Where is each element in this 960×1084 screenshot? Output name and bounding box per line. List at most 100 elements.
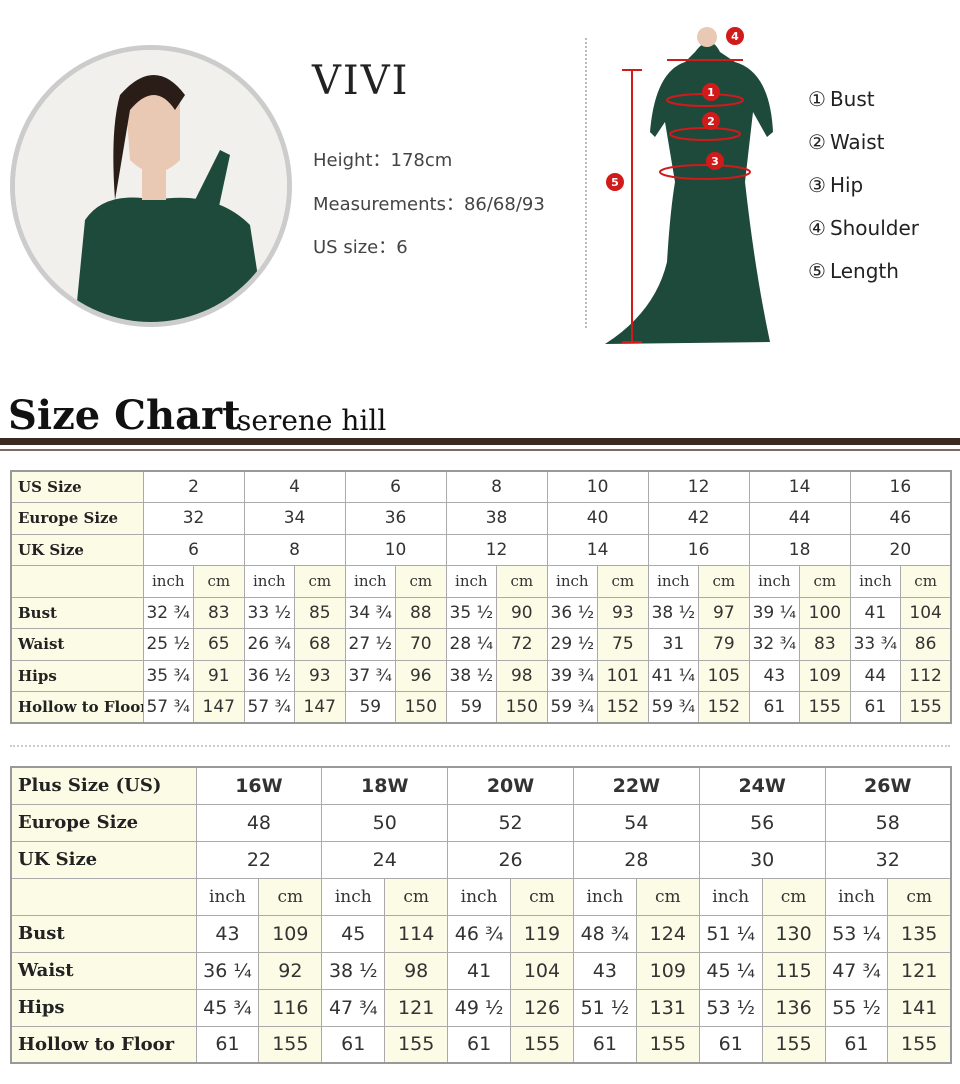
cm-cell: 88: [395, 596, 447, 629]
inch-cell: 27 ½: [344, 628, 397, 661]
measurement-row: Bust 32 ¾ 83 33 ½ 85 34 ¾ 88 35 ½ 90 36 ½ 93 38 ½ 97…: [10, 596, 952, 629]
inch-cell: 33 ¾: [849, 628, 902, 661]
size-cell: 58: [824, 803, 952, 842]
size-row: US Size 2 4 6 8 10 12 14 16: [10, 470, 952, 503]
size-cell: 14: [546, 533, 649, 566]
inch-cell: 59: [445, 691, 498, 724]
size-row: UK Size 6 8 10 12 14 16 18 20: [10, 533, 952, 566]
cm-cell: 119: [510, 914, 574, 953]
size-cell: 24: [321, 840, 449, 879]
cm-cell: 155: [900, 691, 952, 724]
svg-text:3: 3: [711, 155, 719, 168]
cm-cell: 136: [761, 988, 826, 1027]
row-label: Waist: [10, 628, 144, 661]
cm-cell: 155: [258, 1025, 323, 1064]
dress-measurement-diagram: 1 2 3 4 5: [605, 27, 773, 344]
model-photo: [10, 45, 292, 327]
legend-waist: ② Waist: [808, 130, 885, 154]
legend-hip: ③ Hip: [808, 173, 864, 197]
cm-cell: 98: [496, 659, 548, 692]
cm-cell: 91: [193, 659, 245, 692]
size-cell: 20: [849, 533, 952, 566]
unit-cm: cm: [635, 877, 700, 916]
cm-cell: 135: [887, 914, 952, 953]
row-label: Bust: [10, 596, 144, 629]
cm-cell: 155: [761, 1025, 826, 1064]
size-cell: 30: [698, 840, 826, 879]
size-cell: 16: [849, 470, 952, 503]
unit-inch: inch: [698, 877, 763, 916]
size-cell: 4: [243, 470, 346, 503]
inch-cell: 48 ¾: [572, 914, 637, 953]
cm-cell: 155: [887, 1025, 952, 1064]
unit-cm: cm: [384, 877, 449, 916]
cm-cell: 79: [698, 628, 750, 661]
row-label: Hollow to Floor: [10, 691, 144, 724]
inch-cell: 59 ¾: [647, 691, 700, 724]
inch-cell: 36 ½: [546, 596, 599, 629]
cm-cell: 131: [635, 988, 700, 1027]
cm-cell: 90: [496, 596, 548, 629]
size-cell: 52: [447, 803, 574, 842]
inch-cell: 33 ½: [243, 596, 296, 629]
size-row: UK Size 22 24 26 28 30 32: [10, 840, 952, 879]
inch-cell: 39 ¾: [546, 659, 599, 692]
marker-shoulder: [726, 27, 744, 45]
size-cell: 32: [824, 840, 952, 879]
row-label: Waist: [10, 951, 197, 990]
unit-cm: cm: [698, 565, 750, 598]
inch-cell: 41 ¼: [647, 659, 700, 692]
cm-cell: 121: [384, 988, 449, 1027]
cm-cell: 150: [395, 691, 447, 724]
inch-cell: 51 ½: [572, 988, 637, 1027]
unit-inch: inch: [647, 565, 700, 598]
unit-inch: inch: [748, 565, 801, 598]
inch-cell: 38 ½: [647, 596, 700, 629]
cm-cell: 121: [887, 951, 952, 990]
unit-inch: inch: [572, 877, 637, 916]
inch-cell: 59 ¾: [546, 691, 599, 724]
measurement-row: Hips 45 ¾ 116 47 ¾ 121 49 ½ 126 51 ½ 131 53 ½ 136 5…: [10, 988, 952, 1027]
unit-inch: inch: [824, 877, 889, 916]
cm-cell: 83: [193, 596, 245, 629]
inch-cell: 61: [849, 691, 902, 724]
divider: [585, 38, 587, 328]
unit-cm: cm: [887, 877, 952, 916]
cm-cell: 92: [258, 951, 323, 990]
size-cell: 6: [344, 470, 447, 503]
inch-cell: 61: [321, 1025, 386, 1064]
inch-cell: 61: [195, 1025, 260, 1064]
inch-cell: 61: [698, 1025, 763, 1064]
size-cell: 8: [445, 470, 548, 503]
unit-inch: inch: [243, 565, 296, 598]
unit-inch: inch: [321, 877, 386, 916]
size-cell: 36: [344, 502, 447, 535]
header-rule: [0, 438, 960, 445]
size-cell: 18W: [321, 766, 449, 805]
row-label: Europe Size: [10, 803, 197, 842]
inch-cell: 49 ½: [447, 988, 512, 1027]
cm-cell: 93: [294, 659, 346, 692]
cm-cell: 114: [384, 914, 449, 953]
marker-waist: [702, 112, 720, 130]
row-label: Hips: [10, 988, 197, 1027]
unit-inch: inch: [849, 565, 902, 598]
page-title: Size Chart: [8, 392, 241, 439]
inch-cell: 35 ½: [445, 596, 498, 629]
cm-cell: 104: [510, 951, 574, 990]
cm-cell: 155: [510, 1025, 574, 1064]
inch-cell: 32 ¾: [142, 596, 194, 629]
unit-cm: cm: [294, 565, 346, 598]
inch-cell: 53 ¼: [824, 914, 889, 953]
size-cell: 10: [546, 470, 649, 503]
cm-cell: 147: [294, 691, 346, 724]
cm-cell: 155: [799, 691, 851, 724]
size-cell: 50: [321, 803, 449, 842]
inch-cell: 51 ¼: [698, 914, 763, 953]
row-label: UK Size: [10, 840, 197, 879]
unit-cm: cm: [597, 565, 649, 598]
cm-cell: 104: [900, 596, 952, 629]
cm-cell: 75: [597, 628, 649, 661]
cm-cell: 98: [384, 951, 449, 990]
